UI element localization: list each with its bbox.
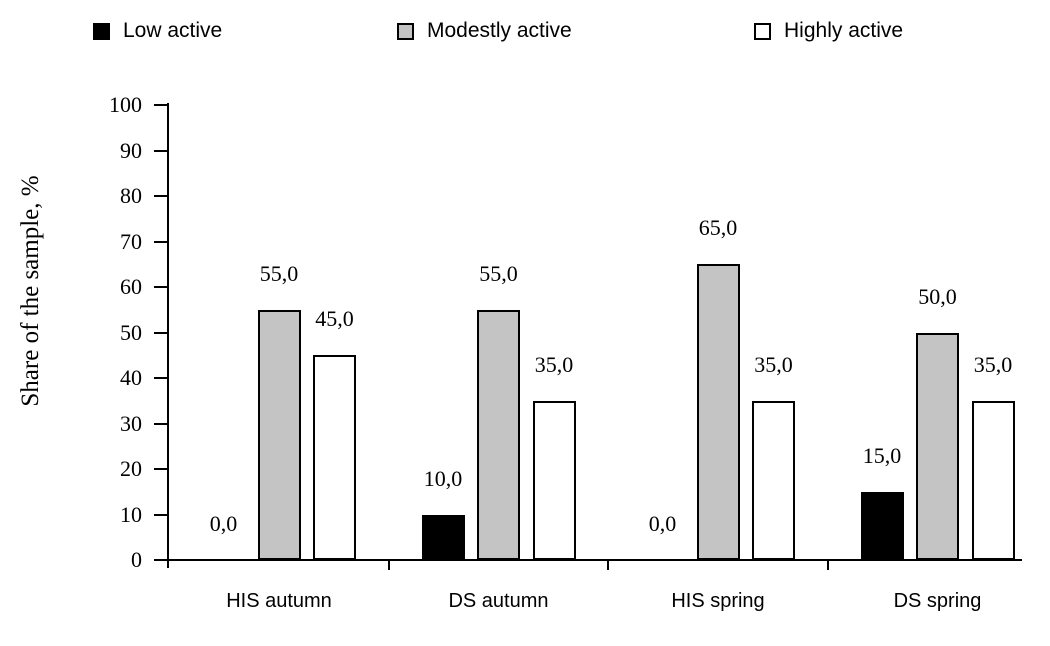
x-axis-category-label: HIS spring [671,590,765,612]
y-axis-tick [154,286,168,288]
bar-modestly-active [696,264,740,560]
y-axis-title: Share of the sample, % [17,175,44,407]
y-axis-tick [154,377,168,379]
bar-value-label: 65,0 [698,215,738,241]
y-axis-tick [154,149,168,152]
bar-highly-active [532,400,576,560]
y-axis-tick-label: 50 [120,319,142,345]
x-axis-category-label: HIS autumn [226,590,332,612]
y-axis-tick [154,240,168,243]
bar-value-label: 45,0 [315,306,354,332]
bar-value-label: 10,0 [423,465,463,491]
bar-value-label: 0,0 [209,511,238,536]
legend-item-low-active: Low active [93,19,223,42]
bar-modestly-active [916,332,959,560]
x-axis-category-label: DS autumn [448,590,549,612]
x-axis-tick [826,559,829,570]
x-axis-category-label: DS spring [893,590,982,612]
bar-value-label: 35,0 [534,351,574,377]
legend-swatch-low-active-icon [93,22,110,40]
legend-swatch-modestly-active-icon [397,22,414,40]
bar-value-label: 55,0 [479,260,518,286]
y-axis-tick-label: 30 [120,410,142,436]
legend-item-highly-active: Highly active [754,19,904,42]
legend-swatch-highly-active-icon [754,22,771,40]
y-axis-tick [154,422,168,425]
y-axis-tick-label: 80 [120,183,142,208]
bar-low-active [860,491,904,560]
y-axis-tick [154,468,168,470]
y-axis-tick-label: 60 [120,274,142,299]
bar-modestly-active [257,309,301,560]
y-axis-tick-label: 40 [120,365,142,390]
bar-value-label: 35,0 [973,351,1013,377]
bar-highly-active [752,400,795,560]
y-axis-tick-label: 10 [120,501,142,527]
legend-item-modestly-active: Modestly active [397,19,572,42]
bar-modestly-active [477,309,520,560]
bar-low-active [421,514,465,560]
y-axis-tick [154,331,168,334]
y-axis-tick [154,559,168,561]
y-axis-tick [154,104,168,106]
y-axis-tick [154,195,168,197]
bar-highly-active [313,355,356,560]
y-axis-tick-label: 90 [120,137,142,163]
y-axis-tick-label: 0 [131,547,142,572]
bar-value-label: 50,0 [918,283,957,309]
bar-value-label: 55,0 [259,260,299,286]
y-axis-tick-label: 20 [120,456,142,481]
legend-label-modestly-active: Modestly active [427,19,572,42]
y-axis-tick-label: 100 [109,92,142,117]
bar-value-label: 35,0 [754,351,793,377]
legend-label-highly-active: Highly active [784,19,904,42]
y-axis-line [167,103,169,568]
bar-highly-active [971,400,1015,560]
bar-value-label: 0,0 [648,511,677,536]
bar-value-label: 15,0 [862,442,902,468]
x-axis-line [167,559,1022,561]
x-axis-tick [607,559,610,570]
y-axis-tick-label: 70 [120,228,142,254]
x-axis-tick [387,559,390,570]
legend-label-low-active: Low active [123,19,223,42]
y-axis-tick [154,513,168,516]
